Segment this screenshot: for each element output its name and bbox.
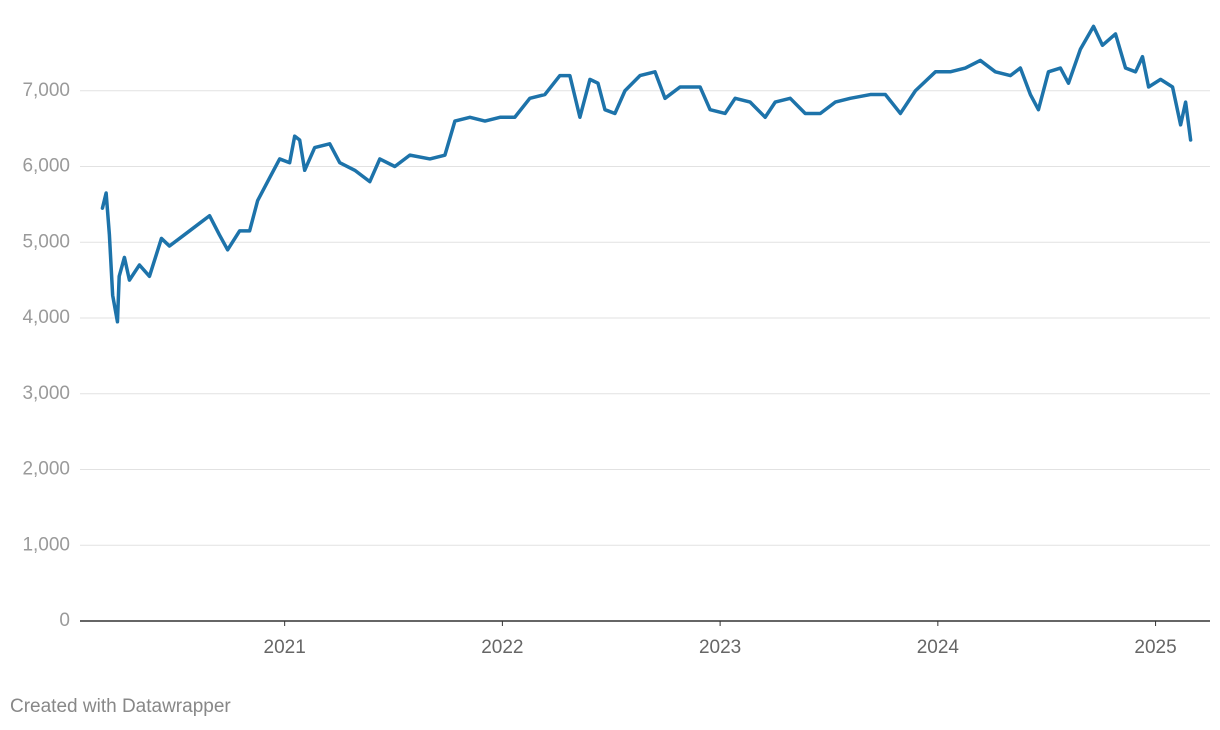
credit: Created with Datawrapper: [10, 696, 231, 717]
x-tick-label: 2021: [264, 637, 306, 658]
x-tick-label: 2024: [917, 637, 960, 658]
y-tick-label: 2,000: [22, 459, 70, 480]
y-tick-label: 1,000: [22, 534, 70, 555]
y-tick-label: 3,000: [22, 383, 70, 404]
y-tick-label: 6,000: [22, 156, 70, 177]
x-tick-label: 2023: [699, 637, 741, 658]
y-tick-label: 4,000: [22, 307, 70, 328]
y-tick-label: 0: [59, 610, 70, 631]
x-tick-label: 2022: [481, 637, 523, 658]
x-tick-label: 2025: [1134, 637, 1176, 658]
y-tick-label: 7,000: [22, 80, 70, 101]
y-tick-label: 5,000: [22, 231, 70, 252]
line: [100, 24, 1193, 324]
